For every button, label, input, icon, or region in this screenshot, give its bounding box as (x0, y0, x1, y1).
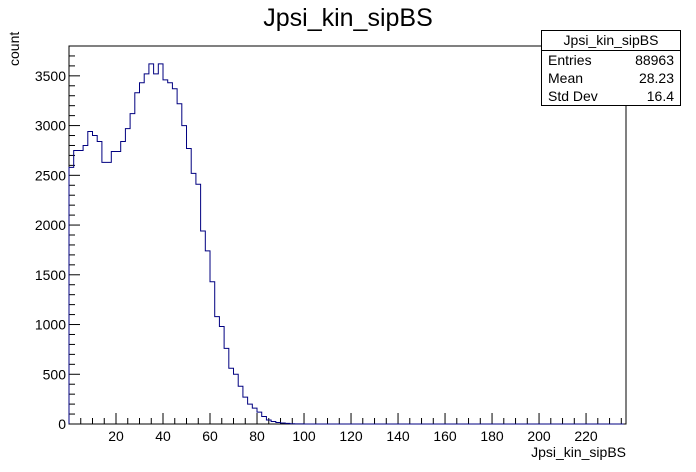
x-tick-label: 60 (202, 428, 218, 444)
x-tick-label: 120 (339, 428, 363, 444)
y-tick-label: 3000 (35, 118, 66, 134)
stats-label: Std Dev (548, 88, 598, 104)
stats-row-stddev: Std Dev 16.4 (542, 87, 680, 105)
x-tick-label: 100 (292, 428, 316, 444)
y-tick-label: 0 (58, 416, 66, 432)
x-tick-label: 180 (480, 428, 504, 444)
stats-box-title: Jpsi_kin_sipBS (542, 31, 680, 51)
axis-tick-labels: 20 40 60 80 100 120 140 160 180 200 220 0 500 1000 150… (35, 68, 598, 444)
x-tick-label: 200 (527, 428, 551, 444)
stats-value: 88963 (635, 52, 674, 68)
y-tick-label: 2000 (35, 217, 66, 233)
stats-value: 16.4 (646, 88, 674, 104)
x-tick-label: 40 (155, 428, 171, 444)
y-tick-label: 3500 (35, 68, 66, 84)
y-tick-label: 1000 (35, 317, 66, 333)
x-axis-label: Jpsi_kin_sipBS (531, 444, 626, 460)
stats-label: Entries (548, 52, 592, 68)
stats-label: Mean (548, 70, 584, 86)
stats-row-entries: Entries 88963 (542, 51, 680, 69)
x-tick-label: 220 (574, 428, 598, 444)
x-tick-label: 140 (386, 428, 410, 444)
y-axis-label: count (6, 31, 22, 66)
stats-box: Jpsi_kin_sipBS Entries 88963 Mean 28.23 … (541, 30, 681, 106)
y-tick-label: 1500 (35, 267, 66, 283)
x-tick-label: 160 (433, 428, 457, 444)
x-tick-label: 20 (108, 428, 124, 444)
histogram-line (68, 63, 624, 425)
y-tick-label: 2500 (35, 167, 66, 183)
stats-value: 28.23 (638, 70, 674, 86)
x-tick-label: 80 (249, 428, 265, 444)
stats-row-mean: Mean 28.23 (542, 69, 680, 87)
y-tick-label: 500 (43, 366, 67, 382)
chart-title: Jpsi_kin_sipBS (263, 4, 433, 32)
axis-ticks (68, 45, 622, 425)
